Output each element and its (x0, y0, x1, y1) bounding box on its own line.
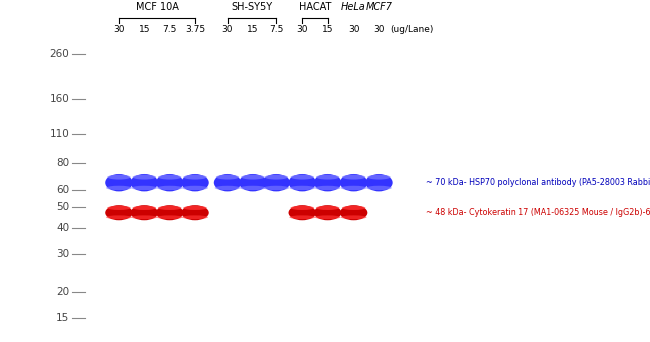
Ellipse shape (316, 175, 339, 180)
Text: 60: 60 (56, 185, 70, 195)
Ellipse shape (341, 186, 367, 190)
Ellipse shape (314, 174, 341, 192)
Text: (ug/Lane): (ug/Lane) (390, 25, 434, 34)
Ellipse shape (291, 175, 314, 180)
Ellipse shape (107, 206, 131, 210)
Text: 110: 110 (49, 129, 70, 139)
Ellipse shape (365, 174, 393, 192)
Ellipse shape (107, 175, 131, 180)
Ellipse shape (133, 175, 156, 180)
Ellipse shape (131, 205, 158, 220)
Text: 30: 30 (56, 249, 70, 259)
Ellipse shape (263, 174, 290, 192)
Ellipse shape (241, 175, 265, 180)
Text: 260: 260 (49, 49, 70, 59)
Ellipse shape (106, 186, 132, 190)
Ellipse shape (367, 175, 391, 180)
Ellipse shape (314, 205, 341, 220)
Text: 7.5: 7.5 (269, 25, 283, 34)
Text: 15: 15 (322, 25, 333, 34)
Text: MCF 10A: MCF 10A (136, 2, 178, 12)
Ellipse shape (316, 206, 339, 210)
Ellipse shape (105, 174, 133, 192)
Text: 160: 160 (49, 94, 70, 104)
Ellipse shape (291, 206, 314, 210)
Text: 30: 30 (373, 25, 385, 34)
Text: 50: 50 (56, 202, 70, 212)
Ellipse shape (263, 186, 289, 190)
Ellipse shape (289, 174, 316, 192)
Ellipse shape (216, 175, 239, 180)
Text: 80: 80 (56, 158, 70, 169)
Ellipse shape (239, 174, 266, 192)
Ellipse shape (340, 205, 367, 220)
Ellipse shape (214, 186, 240, 190)
Ellipse shape (181, 205, 209, 220)
Ellipse shape (106, 215, 132, 219)
Text: 30: 30 (296, 25, 308, 34)
Text: HACAT: HACAT (299, 2, 331, 12)
Ellipse shape (183, 175, 207, 180)
Ellipse shape (131, 186, 157, 190)
Ellipse shape (289, 205, 316, 220)
Text: 40: 40 (56, 223, 70, 233)
Ellipse shape (182, 215, 208, 219)
Text: SH-SY5Y: SH-SY5Y (231, 2, 272, 12)
Ellipse shape (341, 215, 367, 219)
Ellipse shape (131, 215, 157, 219)
Text: 3.75: 3.75 (185, 25, 205, 34)
Text: MCF7: MCF7 (365, 2, 393, 12)
Ellipse shape (183, 206, 207, 210)
Ellipse shape (157, 215, 183, 219)
Ellipse shape (182, 186, 208, 190)
Text: 20: 20 (56, 287, 70, 297)
Text: HeLa: HeLa (341, 2, 366, 12)
Text: 15: 15 (138, 25, 150, 34)
Ellipse shape (340, 174, 367, 192)
Text: ~ 70 kDa- HSP70 polyclonal antibody (PA5-28003 Rabbit / IgG)-800 nm: ~ 70 kDa- HSP70 polyclonal antibody (PA5… (426, 178, 650, 187)
Ellipse shape (133, 206, 156, 210)
Ellipse shape (131, 174, 158, 192)
Text: 15: 15 (56, 314, 70, 324)
Ellipse shape (342, 175, 365, 180)
Ellipse shape (158, 175, 181, 180)
Ellipse shape (342, 206, 365, 210)
Ellipse shape (289, 215, 315, 219)
Text: 15: 15 (247, 25, 259, 34)
Text: 7.5: 7.5 (162, 25, 177, 34)
Ellipse shape (157, 186, 183, 190)
Text: 30: 30 (222, 25, 233, 34)
Ellipse shape (181, 174, 209, 192)
Text: ~ 48 kDa- Cytokeratin 17 (MA1-06325 Mouse / IgG2b)-647 nm: ~ 48 kDa- Cytokeratin 17 (MA1-06325 Mous… (426, 208, 650, 217)
Ellipse shape (240, 186, 266, 190)
Ellipse shape (315, 215, 341, 219)
Ellipse shape (105, 205, 133, 220)
Ellipse shape (315, 186, 341, 190)
Ellipse shape (366, 186, 392, 190)
Ellipse shape (158, 206, 181, 210)
Text: 30: 30 (113, 25, 125, 34)
Text: 30: 30 (348, 25, 359, 34)
Ellipse shape (156, 205, 183, 220)
Ellipse shape (289, 186, 315, 190)
Ellipse shape (265, 175, 288, 180)
Ellipse shape (156, 174, 183, 192)
Ellipse shape (214, 174, 241, 192)
